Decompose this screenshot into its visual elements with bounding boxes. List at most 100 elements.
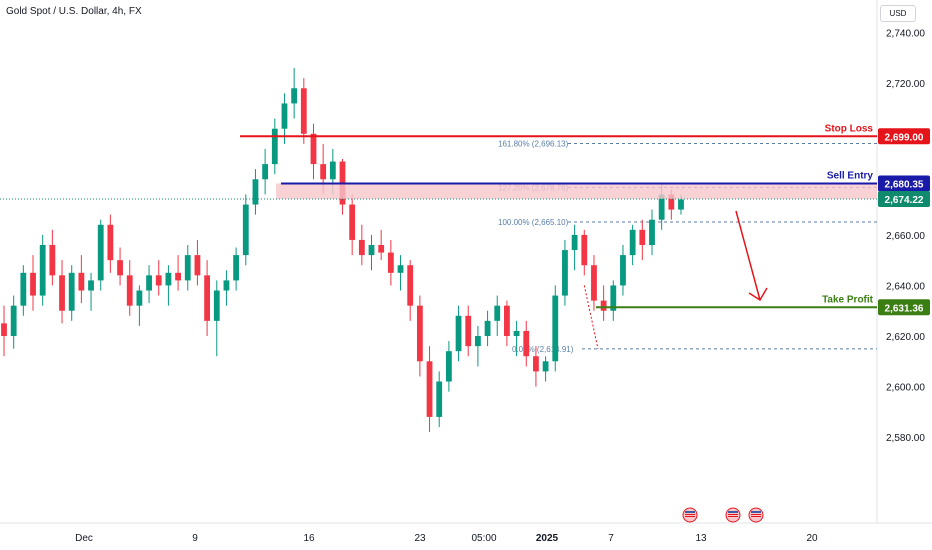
candle [310,123,317,180]
us-flag-icon[interactable] [725,507,741,523]
candle [455,305,462,362]
candle [223,270,230,306]
candle [426,346,433,433]
projection-arrow [735,210,768,302]
candle [88,272,94,311]
time-axis: Dec 9 16 23 05:00 2025 7 13 20 [75,533,818,544]
candle [484,310,491,347]
price-axis: 2,740.00 2,720.00 2,660.00 2,640.00 2,620.00… [886,29,925,444]
candle [523,320,530,367]
candle [291,68,298,119]
time-tick-label: 7 [608,533,614,544]
candle [20,265,27,316]
down-arrow-icon [735,210,768,302]
candle [117,247,123,286]
price-tick-label: 2,620.00 [886,332,925,343]
symbol-title: Gold Spot / U.S. Dollar, 4h, FX [6,6,142,17]
candle [620,245,626,296]
candle [10,295,17,349]
trade-levels: Stop Loss 2,699.00 Sell Entry 2,680.35 Take … [0,123,930,316]
price-tick-label: 2,580.00 [886,433,925,444]
candle [533,346,539,387]
candle [252,169,259,215]
time-tick-label: 23 [414,533,426,544]
candle [407,260,414,321]
fib-label: 100.00% (2,665.10) [498,218,569,227]
candle [204,260,211,337]
candle [146,265,152,304]
candle [30,255,36,311]
time-tick-label: 20 [806,533,818,544]
level-label: Take Profit [822,294,874,305]
candle [242,194,249,266]
time-tick-label: 05:00 [471,533,496,544]
price-tag [878,175,930,192]
time-tick-label: 2025 [536,533,559,544]
fib-label: 161.80% (2,696.13) [498,140,569,149]
price-tag-label: 2,680.35 [885,179,924,190]
candle [610,280,617,321]
candle [39,234,46,306]
level-label: Sell Entry [827,170,874,181]
candle [571,224,578,271]
event-markers [682,507,764,523]
candle [78,255,85,304]
candle [300,78,307,144]
candle [271,118,278,175]
candle [562,239,568,306]
last-price-tag [878,190,930,207]
time-tick-label: Dec [75,533,93,544]
candle [639,219,646,261]
last-price-label: 2,674.22 [885,195,924,206]
candle [504,300,510,347]
currency-button[interactable]: USD [880,5,916,22]
price-tick-label: 2,600.00 [886,383,925,394]
candle [358,224,365,266]
candle [600,285,607,321]
candle [97,219,104,291]
price-tick-label: 2,720.00 [886,79,925,90]
price-tag-label: 2,699.00 [885,132,924,143]
us-flag-icon[interactable] [682,507,698,523]
candle [445,341,452,392]
candle [552,285,559,372]
sell-zone [276,183,877,199]
candle [349,194,356,256]
candle [649,209,655,256]
fib-connector [583,285,599,349]
price-tag [878,299,930,316]
candle [165,265,172,306]
candle [68,265,75,321]
price-tick-label: 2,660.00 [886,231,925,242]
fib-label: 0.00% (2,614.91) [512,345,574,354]
candle [387,239,394,286]
candle [213,280,220,357]
time-tick-label: 13 [695,533,707,544]
candle [494,295,501,337]
candle [436,371,443,428]
candle [465,305,472,357]
candle [126,260,133,316]
grid [0,0,932,524]
candle [397,255,404,291]
candles [1,68,684,433]
candle [262,148,269,195]
us-flag-icon[interactable] [748,507,764,523]
candle [107,214,114,273]
candle [194,239,201,286]
candle [136,285,143,326]
price-tag [878,128,930,145]
candle [581,229,588,276]
candle [591,255,597,311]
price-tick-label: 2,640.00 [886,281,925,292]
candle [155,260,162,296]
level-label: Stop Loss [825,123,874,134]
candle [59,260,65,324]
candle [368,234,375,271]
candle [474,325,481,367]
candle [1,305,7,357]
price-tag-label: 2,631.36 [885,303,924,314]
price-tick-label: 2,740.00 [886,29,925,40]
